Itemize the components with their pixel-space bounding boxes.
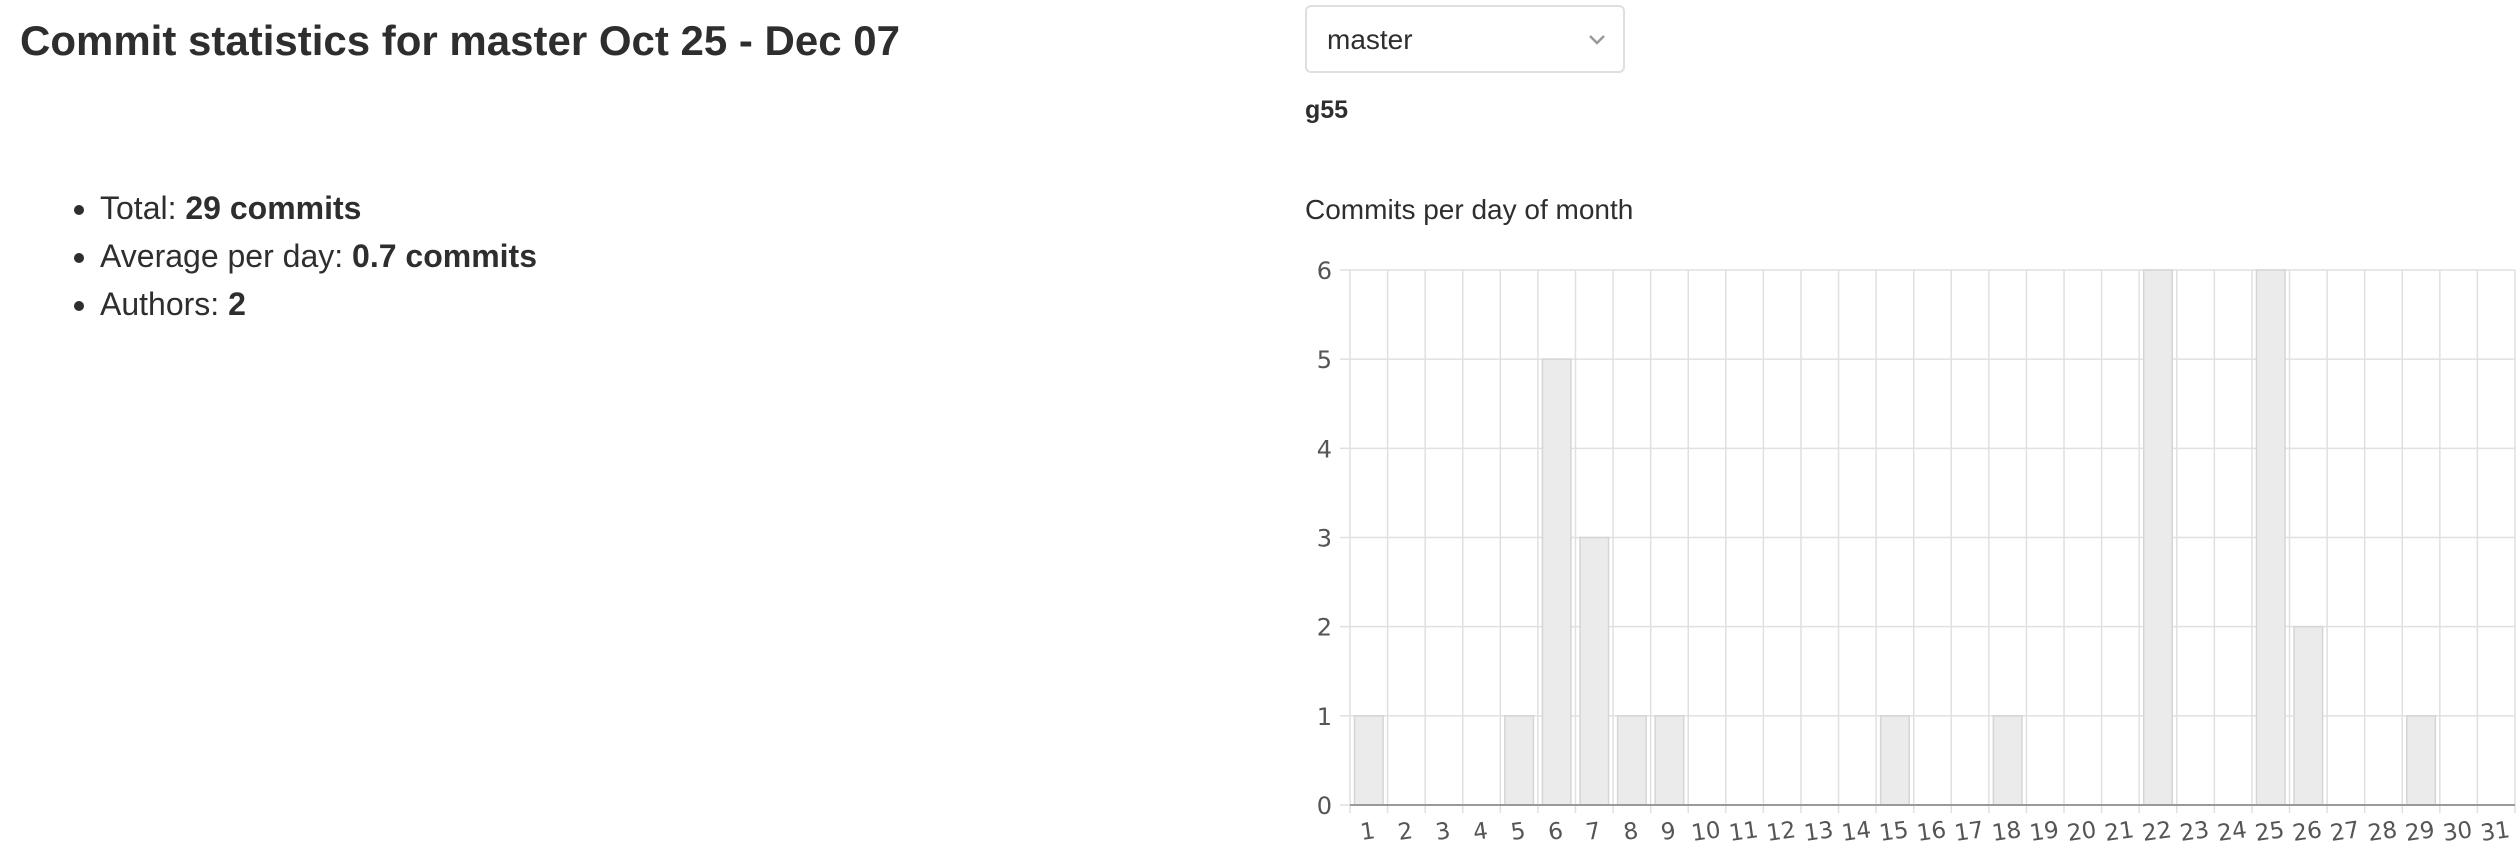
stat-average-value: 0.7 commits bbox=[352, 238, 537, 274]
x-tick-label: 21 bbox=[2103, 817, 2136, 847]
x-tick-label: 8 bbox=[1622, 818, 1640, 846]
x-tick-label: 3 bbox=[1434, 818, 1452, 846]
stat-total: Total: 29 commits bbox=[100, 184, 537, 232]
bar-day-22 bbox=[2142, 269, 2174, 806]
stat-authors-value: 2 bbox=[228, 286, 246, 322]
bar-day-9 bbox=[1654, 715, 1685, 806]
x-tick-label: 30 bbox=[2441, 817, 2474, 847]
bar-day-15 bbox=[1879, 715, 1910, 806]
branch-select-value: master bbox=[1327, 24, 1413, 55]
bar-day-8 bbox=[1616, 715, 1647, 806]
x-tick-label: 11 bbox=[1727, 817, 1760, 847]
commit-stats-list: Total: 29 commits Average per day: 0.7 c… bbox=[60, 184, 537, 328]
x-tick-label: 18 bbox=[1990, 817, 2023, 847]
bar-day-18 bbox=[1992, 715, 2023, 806]
x-tick-label: 28 bbox=[2366, 817, 2399, 847]
x-tick-label: 16 bbox=[1915, 817, 1948, 847]
x-tick-label: 20 bbox=[2066, 817, 2099, 847]
x-tick-label: 2 bbox=[1396, 818, 1414, 846]
bar-day-29 bbox=[2406, 715, 2437, 806]
x-tick-label: 24 bbox=[2216, 817, 2249, 847]
x-tick-label: 29 bbox=[2404, 817, 2437, 847]
x-tick-label: 9 bbox=[1659, 818, 1677, 846]
y-tick-label: 1 bbox=[1317, 703, 1332, 731]
x-tick-label: 5 bbox=[1509, 818, 1527, 846]
branch-select[interactable]: master bbox=[1305, 5, 1625, 73]
bar-day-1 bbox=[1353, 715, 1384, 806]
bar-day-26 bbox=[2293, 625, 2324, 806]
bar-day-7 bbox=[1579, 536, 1610, 806]
page-title: Commit statistics for master Oct 25 - De… bbox=[20, 17, 900, 64]
x-tick-label: 1 bbox=[1359, 818, 1377, 846]
y-tick-label: 0 bbox=[1317, 792, 1332, 820]
x-tick-label: 19 bbox=[2028, 817, 2061, 847]
chart-title: Commits per day of month bbox=[1305, 194, 1634, 225]
bar-day-5 bbox=[1504, 715, 1535, 806]
y-tick-label: 3 bbox=[1317, 525, 1332, 553]
x-tick-label: 7 bbox=[1584, 818, 1602, 846]
x-tick-label: 25 bbox=[2253, 817, 2286, 847]
x-tick-label: 27 bbox=[2329, 817, 2362, 847]
x-tick-label: 23 bbox=[2178, 817, 2211, 847]
stat-authors-label: Authors: bbox=[100, 286, 229, 322]
x-tick-label: 17 bbox=[1953, 817, 1986, 847]
stat-average: Average per day: 0.7 commits bbox=[100, 232, 537, 280]
y-tick-label: 6 bbox=[1317, 257, 1332, 285]
x-tick-label: 4 bbox=[1471, 818, 1489, 846]
x-tick-label: 14 bbox=[1840, 817, 1873, 847]
stat-total-label: Total: bbox=[100, 190, 186, 226]
x-tick-label: 22 bbox=[2141, 817, 2174, 847]
x-tick-label: 6 bbox=[1547, 818, 1565, 846]
x-tick-label: 26 bbox=[2291, 817, 2324, 847]
y-tick-label: 5 bbox=[1317, 346, 1332, 374]
y-tick-label: 2 bbox=[1317, 614, 1332, 642]
stat-average-label: Average per day: bbox=[100, 238, 353, 274]
bar-day-6 bbox=[1541, 358, 1572, 806]
y-tick-label: 4 bbox=[1317, 435, 1332, 463]
x-tick-label: 13 bbox=[1802, 817, 1835, 847]
stat-authors: Authors: 2 bbox=[100, 280, 537, 328]
project-name: g55 bbox=[1305, 96, 1349, 124]
bar-day-25 bbox=[2255, 269, 2286, 806]
x-tick-label: 12 bbox=[1765, 817, 1798, 847]
stat-total-value: 29 commits bbox=[185, 190, 362, 226]
chevron-down-icon bbox=[1589, 35, 1605, 45]
x-tick-label: 10 bbox=[1690, 817, 1723, 847]
x-tick-label: 31 bbox=[2479, 817, 2512, 847]
x-tick-label: 15 bbox=[1878, 817, 1911, 847]
